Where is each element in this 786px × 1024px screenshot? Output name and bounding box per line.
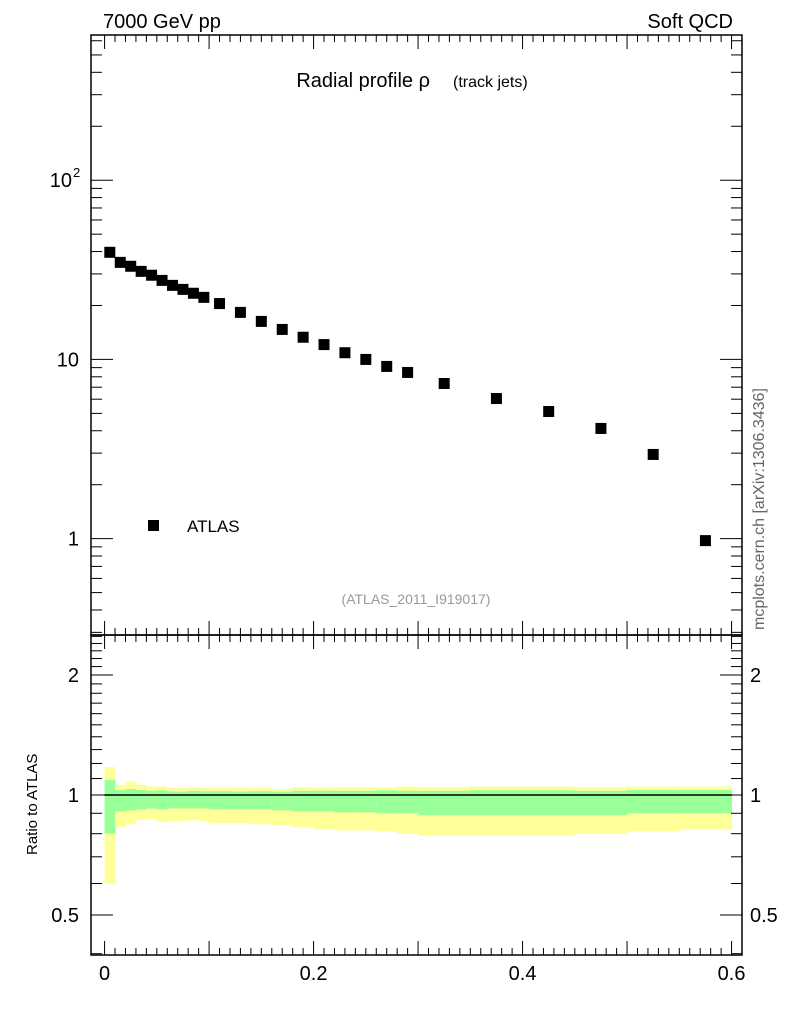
ratio-y-tick-label-left: 2 — [68, 665, 79, 687]
green-band-bin — [188, 790, 200, 809]
green-band-bin — [355, 790, 377, 813]
data-point — [187, 287, 199, 299]
data-point — [647, 448, 659, 460]
y-tick-label: 10 — [57, 349, 79, 371]
legend-label: ATLAS — [187, 517, 240, 536]
green-band-bin — [229, 791, 252, 810]
data-point — [234, 306, 246, 318]
x-tick-label: 0.6 — [718, 963, 746, 985]
data-point — [146, 269, 158, 281]
data-point — [114, 256, 126, 268]
green-band-bin — [104, 780, 116, 834]
green-band-bin — [156, 790, 168, 810]
data-point — [490, 393, 502, 405]
ratio-y-tick-label-left: 1 — [68, 785, 79, 807]
green-band-bin — [250, 791, 273, 810]
data-point — [177, 283, 189, 295]
data-point — [595, 422, 607, 434]
x-tick-label: 0.2 — [300, 963, 328, 985]
category-label: Soft QCD — [647, 11, 733, 33]
data-point — [125, 260, 137, 272]
chart-title: Radial profile ρ — [296, 70, 430, 92]
data-point — [167, 279, 179, 291]
energy-label: 7000 GeV pp — [103, 11, 221, 33]
green-band-bin — [313, 790, 335, 812]
green-band-bin — [198, 791, 210, 809]
green-band-bin — [292, 790, 315, 812]
data-point — [402, 366, 414, 378]
data-point — [198, 291, 210, 303]
green-band-bin — [135, 789, 147, 810]
side-label: mcplots.cern.ch [arXiv:1306.3436] — [751, 388, 768, 630]
legend-marker — [148, 520, 159, 531]
green-band-bin — [146, 790, 158, 809]
data-point — [339, 347, 351, 359]
green-band-bin — [522, 790, 576, 816]
y-tick-label: 10 — [50, 170, 72, 192]
green-band-bin — [115, 789, 126, 812]
main-frame — [90, 34, 743, 636]
ratio-y-tick-label-left: 0.5 — [51, 905, 79, 927]
data-point — [255, 315, 267, 327]
data-point — [104, 246, 116, 258]
ratio-y-tick-label-right: 2 — [750, 665, 761, 687]
x-tick-label: 0 — [99, 963, 110, 985]
data-point — [214, 298, 226, 310]
ratio-y-tick-label-right: 0.5 — [750, 905, 778, 927]
data-point — [543, 406, 555, 418]
y-tick-label: 1 — [68, 529, 79, 551]
green-band-bin — [177, 791, 189, 809]
data-point — [276, 323, 288, 335]
ratio-y-tick-label-right: 1 — [750, 785, 761, 807]
y-tick-exponent: 2 — [73, 165, 80, 180]
green-band-bin — [334, 790, 356, 813]
data-point — [360, 353, 372, 365]
data-point — [156, 274, 168, 286]
green-band-bin — [125, 789, 137, 811]
data-point — [297, 331, 309, 343]
analysis-id: (ATLAS_2011_I919017) — [342, 591, 491, 607]
chart-subtitle: (track jets) — [453, 74, 528, 91]
data-point — [438, 378, 450, 390]
green-band-bin — [627, 789, 680, 814]
data-point — [135, 265, 147, 277]
green-band-bin — [376, 790, 398, 814]
x-tick-label: 0.4 — [509, 963, 537, 985]
green-band-bin — [397, 790, 419, 814]
green-band-bin — [167, 791, 179, 809]
data-point — [318, 339, 330, 351]
green-band-bin — [271, 791, 294, 811]
green-band-bin — [470, 790, 524, 816]
ratio-ylabel: Ratio to ATLAS — [24, 754, 41, 855]
green-band-bin — [209, 791, 231, 810]
data-point — [381, 360, 393, 372]
green-band-bin — [679, 789, 733, 814]
data-point — [699, 535, 711, 547]
